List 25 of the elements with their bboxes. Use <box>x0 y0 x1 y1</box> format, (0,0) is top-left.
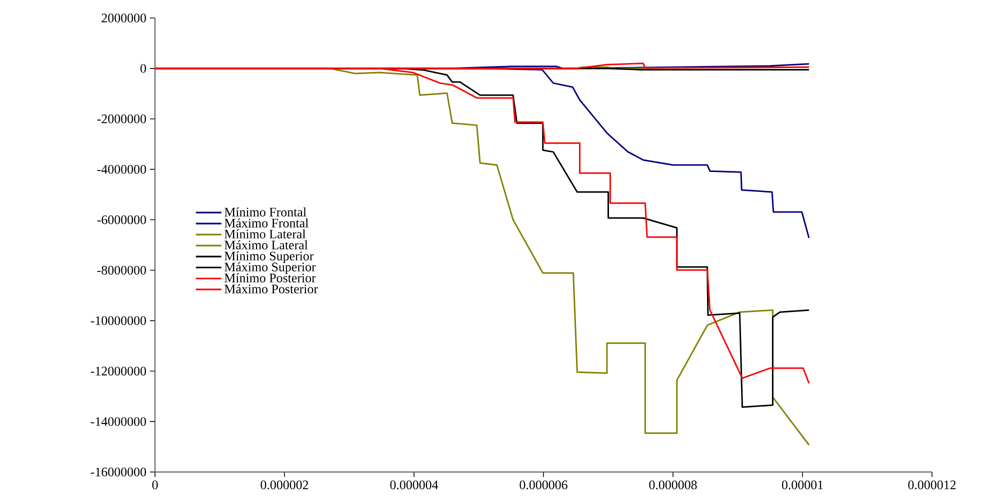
x-tick-label: 0.000012 <box>908 480 956 490</box>
y-tick-label: -6000000 <box>97 215 146 224</box>
y-tick-label: -8000000 <box>97 266 146 275</box>
legend-label: Mínimo Posterior <box>224 273 316 282</box>
legend-label: Máximo Superior <box>224 262 316 274</box>
x-tick-label: 0.00001 <box>782 480 823 490</box>
x-tick-label: 0.000002 <box>260 480 308 490</box>
y-tick-label: 2000000 <box>102 14 146 22</box>
legend-label: Mínimo Lateral <box>224 229 306 238</box>
legend-label: Máximo Lateral <box>224 240 308 250</box>
legend-label: Mínimo Frontal <box>224 207 306 216</box>
x-tick-label: 0.000004 <box>390 480 438 490</box>
y-tick-label: -16000000 <box>90 468 146 476</box>
y-tick-label: -2000000 <box>97 114 146 124</box>
y-tick-label: -14000000 <box>90 417 146 426</box>
legend-label: Máximo Posterior <box>224 284 318 294</box>
y-tick-label: -12000000 <box>90 366 146 376</box>
y-tick-label: -10000000 <box>90 316 146 326</box>
x-tick-label: 0.000006 <box>520 480 568 490</box>
y-tick-label: -4000000 <box>97 164 146 174</box>
x-tick-label: 0 <box>152 480 158 490</box>
y-tick-label: 0 <box>140 64 146 73</box>
legend-label: Mínimo Superior <box>224 251 314 264</box>
x-tick-label: 0.000008 <box>649 480 697 490</box>
legend-label: Máximo Frontal <box>224 218 308 228</box>
